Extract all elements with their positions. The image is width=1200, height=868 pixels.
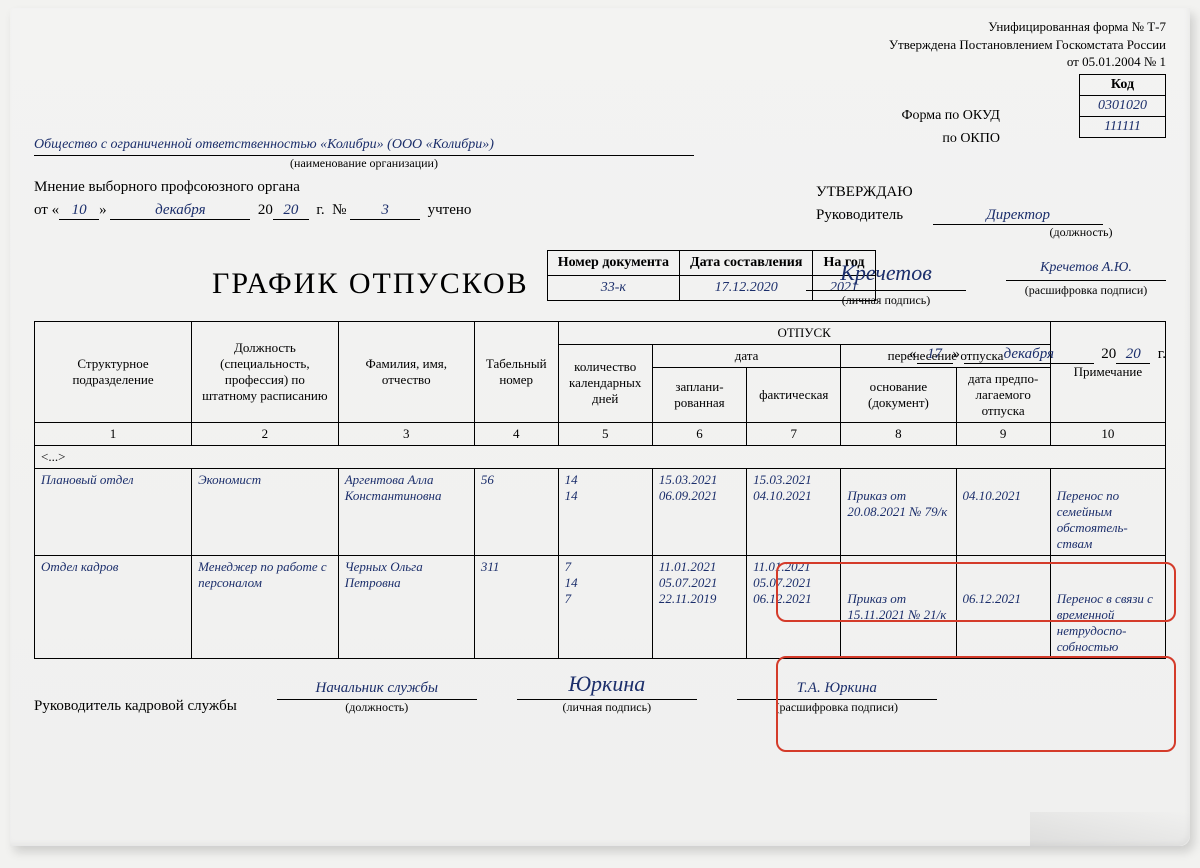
approve-date-yy: 20 bbox=[1116, 346, 1150, 364]
col-5: количество календарных дней bbox=[558, 344, 652, 422]
form-header-line: Утверждена Постановлением Госкомстата Ро… bbox=[34, 36, 1166, 54]
cell-note: Перенос по семейным обстоятель- ствам bbox=[1050, 468, 1165, 555]
col-num: 1 bbox=[35, 422, 192, 445]
cell-basis: Приказ от 20.08.2021 № 79/к bbox=[841, 468, 956, 555]
meta-h1: Номер документа bbox=[547, 250, 679, 275]
col-2: Должность (специальность, профессия) по … bbox=[192, 321, 339, 422]
footer-decoded-caption: (расшифровка подписи) bbox=[737, 700, 937, 715]
g-label: г. bbox=[316, 202, 324, 218]
approve-date-day: 17 bbox=[917, 346, 953, 364]
num-label: № bbox=[332, 202, 346, 218]
approve-role-label: Руководитель bbox=[816, 207, 903, 224]
code-table: Код 0301020 111111 bbox=[1079, 74, 1166, 138]
col-8: основание (документ) bbox=[841, 367, 956, 422]
approve-signature-decoded: Кречетов А.Ю. bbox=[1006, 260, 1166, 281]
approve-title: УТВЕРЖДАЮ bbox=[816, 184, 1166, 201]
prof-afterword: учтено bbox=[428, 202, 472, 218]
approve-position: Директор bbox=[933, 207, 1103, 225]
cell-planned: 11.01.2021 05.07.2021 22.11.2019 bbox=[652, 555, 746, 658]
cell-tab: 56 bbox=[474, 468, 558, 555]
table-row: Плановый отдел Экономист Аргентова Алла … bbox=[35, 468, 1166, 555]
col-num: 4 bbox=[474, 422, 558, 445]
footer-position: Начальник службы bbox=[277, 680, 477, 700]
cell-days: 14 14 bbox=[558, 468, 652, 555]
form-header-line: Унифицированная форма № Т-7 bbox=[34, 18, 1166, 36]
document-title: ГРАФИК ОТПУСКОВ bbox=[212, 267, 529, 301]
col-10: Примечание bbox=[1050, 321, 1165, 422]
footer-signature-caption: (личная подпись) bbox=[517, 700, 697, 715]
meta-v1: 33-к bbox=[547, 275, 679, 300]
form-header-line: от 05.01.2004 № 1 bbox=[34, 53, 1166, 71]
approval-date: «17» декабря 2020 г. bbox=[909, 346, 1166, 364]
cell-fio: Черных Ольга Петровна bbox=[338, 555, 474, 658]
yy-prefix: 20 bbox=[258, 202, 273, 218]
ellipsis-row: <...> bbox=[35, 445, 1166, 468]
col-6: заплани- рованная bbox=[652, 367, 746, 422]
col-num: 3 bbox=[338, 422, 474, 445]
code-labels: Форма по ОКУД по ОКПО bbox=[901, 104, 1000, 150]
col-num: 5 bbox=[558, 422, 652, 445]
col-3: Фамилия, имя, отчество bbox=[338, 321, 474, 422]
cell-planned: 15.03.2021 06.09.2021 bbox=[652, 468, 746, 555]
cell-note: Перенос в связи с временной нетрудоспо- … bbox=[1050, 555, 1165, 658]
cell-actual: 11.01.2021 05.07.2021 06.12.2021 bbox=[747, 555, 841, 658]
okpo-value: 111111 bbox=[1080, 117, 1166, 138]
approve-position-caption: (должность) bbox=[996, 225, 1166, 240]
approve-signature: Кречетов bbox=[806, 260, 966, 291]
approve-decoded-caption: (расшифровка подписи) bbox=[1006, 283, 1166, 298]
meta-h2: Дата составления bbox=[679, 250, 812, 275]
footer-position-caption: (должность) bbox=[277, 700, 477, 715]
col-num: 10 bbox=[1050, 422, 1165, 445]
footer-role-label: Руководитель кадровой службы bbox=[34, 698, 237, 715]
approval-signature: Кречетов (личная подпись) Кречетов А.Ю. … bbox=[806, 260, 1166, 308]
col-group-otpusk: ОТПУСК bbox=[558, 321, 1050, 344]
col-7: фактическая bbox=[747, 367, 841, 422]
footer-decoded: Т.А. Юркина bbox=[737, 680, 937, 700]
cell-fio: Аргентова Алла Константиновна bbox=[338, 468, 474, 555]
approve-date-g: г. bbox=[1158, 346, 1166, 362]
okpo-label: по ОКПО bbox=[901, 127, 1000, 150]
approve-signature-caption: (личная подпись) bbox=[806, 293, 966, 308]
approval-block: УТВЕРЖДАЮ Руководитель Директор (должнос… bbox=[816, 184, 1166, 240]
col-num: 8 bbox=[841, 422, 956, 445]
org-name: Общество с ограниченной ответственностью… bbox=[34, 137, 694, 156]
meta-v2: 17.12.2020 bbox=[679, 275, 812, 300]
cell-dept: Отдел кадров bbox=[35, 555, 192, 658]
col-4: Табельный номер bbox=[474, 321, 558, 422]
prof-day: 10 bbox=[59, 202, 99, 220]
col-9: дата предпо- лагаемого отпуска bbox=[956, 367, 1050, 422]
col-1: Структурное подразделение bbox=[35, 321, 192, 422]
form-header: Унифицированная форма № Т-7 Утверждена П… bbox=[34, 18, 1166, 71]
okud-label: Форма по ОКУД bbox=[901, 104, 1000, 127]
cell-pos: Экономист bbox=[192, 468, 339, 555]
cell-actual: 15.03.2021 04.10.2021 bbox=[747, 468, 841, 555]
col-num: 2 bbox=[192, 422, 339, 445]
col-group-date: дата bbox=[652, 344, 841, 367]
prof-num: 3 bbox=[350, 202, 420, 220]
cell-shift-date: 04.10.2021 bbox=[956, 468, 1050, 555]
page-curl bbox=[1030, 812, 1190, 846]
approve-date-month: декабря bbox=[964, 346, 1094, 364]
col-num: 7 bbox=[747, 422, 841, 445]
cell-shift-date: 06.12.2021 bbox=[956, 555, 1050, 658]
footer-signature: Юркина bbox=[517, 671, 697, 700]
cell-dept: Плановый отдел bbox=[35, 468, 192, 555]
footer-signature: Руководитель кадровой службы Начальник с… bbox=[34, 671, 1166, 715]
approve-date-yy-prefix: 20 bbox=[1101, 346, 1116, 362]
col-num: 6 bbox=[652, 422, 746, 445]
okud-value: 0301020 bbox=[1080, 96, 1166, 117]
code-header: Код bbox=[1080, 75, 1166, 96]
cell-tab: 311 bbox=[474, 555, 558, 658]
table-row: Отдел кадров Менеджер по работе с персон… bbox=[35, 555, 1166, 658]
cell-days: 7 14 7 bbox=[558, 555, 652, 658]
vacation-table: Структурное подразделение Должность (спе… bbox=[34, 321, 1166, 659]
document-page: Унифицированная форма № Т-7 Утверждена П… bbox=[10, 8, 1190, 846]
cell-pos: Менеджер по работе с персоналом bbox=[192, 555, 339, 658]
col-num: 9 bbox=[956, 422, 1050, 445]
prof-yy: 20 bbox=[273, 202, 309, 220]
prof-month: декабря bbox=[110, 202, 250, 220]
org-caption: (наименование организации) bbox=[34, 156, 694, 171]
cell-basis: Приказ от 15.11.2021 № 21/к bbox=[841, 555, 956, 658]
from-label: от bbox=[34, 202, 48, 218]
